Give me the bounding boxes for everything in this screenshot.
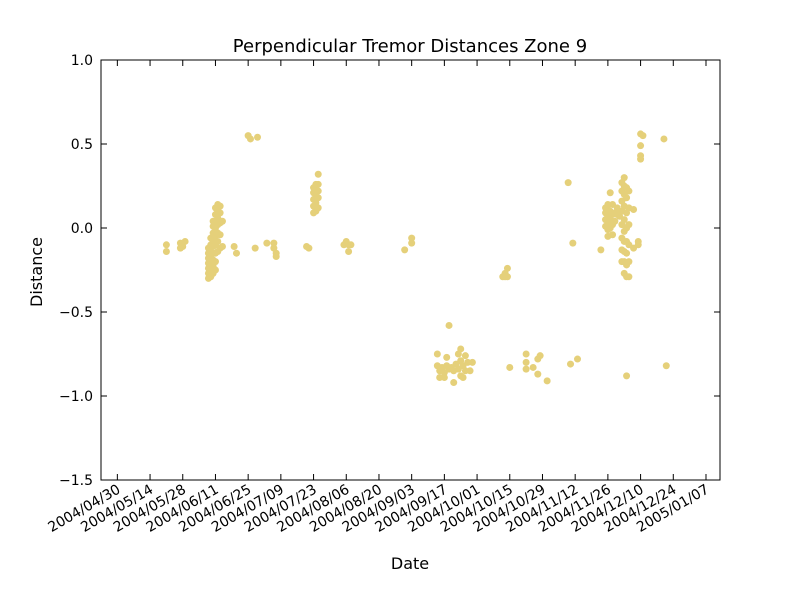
data-point xyxy=(569,239,577,247)
data-point xyxy=(345,248,353,256)
data-point xyxy=(218,217,226,225)
data-point xyxy=(623,249,631,257)
data-point xyxy=(639,132,647,140)
data-point xyxy=(181,237,189,245)
data-point xyxy=(536,352,544,360)
data-point xyxy=(230,242,238,250)
data-point xyxy=(597,246,605,254)
y-tick-label: −1.0 xyxy=(59,389,93,405)
data-point xyxy=(218,242,226,250)
data-point xyxy=(625,273,633,281)
data-point xyxy=(567,360,575,368)
data-point xyxy=(609,231,617,239)
data-point xyxy=(457,345,465,353)
data-point xyxy=(314,204,322,212)
y-tick-label: 0.0 xyxy=(71,221,93,237)
data-point xyxy=(232,249,240,257)
y-tick-label: 0.5 xyxy=(71,137,93,153)
data-point xyxy=(211,258,219,266)
data-point xyxy=(459,374,467,382)
data-point xyxy=(314,194,322,202)
data-point xyxy=(522,350,530,358)
data-point xyxy=(574,355,582,363)
data-point xyxy=(630,206,638,214)
data-point xyxy=(211,266,219,274)
y-axis: 1.0 0.5 0.0 −0.5 −1.0 −1.5 xyxy=(59,53,720,489)
y-tick-label: 1.0 xyxy=(71,53,93,69)
data-point xyxy=(314,180,322,188)
data-point xyxy=(623,372,631,380)
data-point xyxy=(314,170,322,178)
data-point xyxy=(314,187,322,195)
data-point xyxy=(637,142,645,150)
data-point xyxy=(216,209,224,217)
data-point xyxy=(251,244,259,252)
x-axis-title: Date xyxy=(391,554,429,573)
data-point xyxy=(503,273,511,281)
data-point xyxy=(522,358,530,366)
data-point xyxy=(625,187,633,195)
data-point xyxy=(543,377,551,385)
plot-frame xyxy=(100,59,721,481)
data-point xyxy=(263,239,271,247)
data-point xyxy=(625,221,633,229)
data-point xyxy=(216,202,224,210)
data-point xyxy=(564,179,572,187)
data-point xyxy=(468,358,476,366)
data-point xyxy=(522,365,530,373)
data-point xyxy=(466,367,474,375)
data-point xyxy=(214,237,222,245)
data-point xyxy=(450,379,458,387)
data-point xyxy=(408,234,416,242)
y-axis-title: Distance xyxy=(27,237,46,307)
data-point xyxy=(637,155,645,163)
data-point xyxy=(606,189,614,197)
data-point xyxy=(623,194,631,202)
data-point xyxy=(433,350,441,358)
data-point xyxy=(503,264,511,272)
data-point xyxy=(162,241,170,249)
data-point xyxy=(305,244,313,252)
data-point xyxy=(660,135,668,143)
y-tick-label: −0.5 xyxy=(59,305,93,321)
data-point xyxy=(445,321,453,329)
data-point xyxy=(506,363,514,371)
y-tick-label: −1.5 xyxy=(59,473,93,489)
data-point xyxy=(662,362,670,370)
data-point xyxy=(162,248,170,256)
data-point xyxy=(216,231,224,239)
data-point xyxy=(620,216,628,224)
data-point xyxy=(408,239,416,247)
data-point xyxy=(625,258,633,266)
data-point xyxy=(529,363,537,371)
chart-title: Perpendicular Tremor Distances Zone 9 xyxy=(233,36,587,57)
data-point xyxy=(347,241,355,249)
data-point xyxy=(254,133,261,141)
data-point xyxy=(270,239,278,247)
data-points xyxy=(162,130,670,387)
data-point xyxy=(272,253,280,261)
data-point xyxy=(634,241,642,249)
data-point xyxy=(461,352,469,360)
data-point xyxy=(246,135,254,143)
data-point xyxy=(440,374,448,382)
data-point xyxy=(620,174,628,182)
data-point xyxy=(443,353,451,361)
data-point xyxy=(401,246,409,254)
data-point xyxy=(611,217,619,225)
data-point xyxy=(534,370,542,378)
